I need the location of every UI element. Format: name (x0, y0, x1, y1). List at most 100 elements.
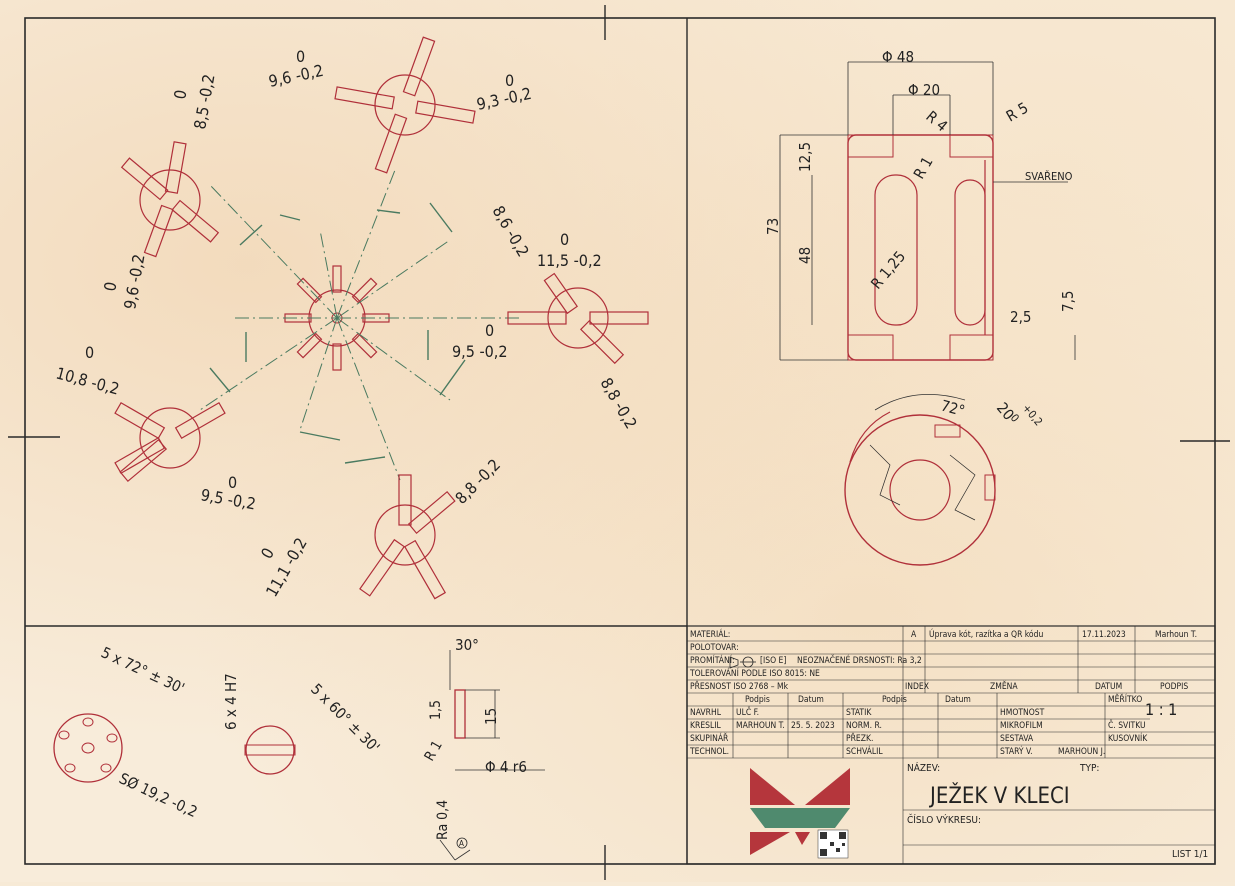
dim-12-5: 12,5 (796, 142, 814, 172)
right-label: STARÝ V. (1000, 745, 1033, 757)
roughness-default: NEOZNAČENÉ DRSNOSTI: Ra 3,2 (797, 654, 922, 666)
hedgehog-top-left (120, 141, 220, 258)
hedgehog-right (507, 272, 649, 365)
rev-description: Úprava kót, razítka a QR kódu (929, 628, 1043, 640)
role-label: KRESLIL (690, 721, 722, 731)
number-label: ČÍSLO VÝKRESU: (907, 813, 981, 826)
hedgehog-bottom (359, 474, 456, 600)
scale-label: MĚŘÍTKO (1108, 693, 1142, 705)
stock-label: POLOTOVAR: (690, 643, 739, 653)
pin-detail: 30° 15 1,5 R 1 Φ 4 r6 Ra 0,4 A (422, 636, 545, 861)
dim-ball-dia: SØ 19,2 -0,2 (116, 769, 200, 821)
roughness-symbol: Ra 0,4 (435, 800, 451, 840)
dim-label: 10,8 -0,2 (54, 364, 121, 399)
date-header: Datum (798, 695, 824, 705)
dim-label: 8,6 -0,2 (489, 203, 533, 261)
pieces-label: KUSOVNÍK (1108, 732, 1148, 744)
role-name: ULČ F. (736, 706, 759, 718)
rev-date: 17.11.2023 (1082, 630, 1126, 640)
role-date: 25. 5. 2023 (791, 721, 835, 731)
mid-label: NORM. R. (846, 721, 882, 731)
scale-value: 1 : 1 (1145, 700, 1177, 719)
projection-icon (729, 656, 756, 669)
right-label: MIKROFILM (1000, 721, 1043, 731)
sig-header-2: Podpis (882, 695, 907, 705)
dim-zero: 0 (505, 71, 514, 90)
dim-label: 11,1 -0,2 (262, 534, 311, 600)
rev-header-signature: PODPIS (1160, 682, 1188, 692)
tolerance-label: TOLEROVÁNÍ PODLE ISO 8015: NE (689, 667, 820, 679)
ball-detail-view: 5 x 72° ± 30' SØ 19,2 -0,2 (53, 643, 200, 821)
material-label: MATERIÁL: (690, 628, 730, 640)
role-name: MARHOUN T. (736, 721, 785, 731)
sheet-border (24, 17, 1216, 865)
dim-label: 11,5 -0,2 (537, 251, 602, 270)
dim-zero: 0 (100, 280, 120, 292)
dim-pin-dia: Φ 4 r6 (485, 758, 527, 776)
dim-outer-dia: Φ 48 (882, 48, 914, 66)
hedgehog-top (334, 36, 476, 174)
accuracy-label: PŘESNOST ISO 2768 – Mk (690, 681, 789, 692)
dim-inner-dia: Φ 20 (908, 81, 940, 99)
dim-72-deg: 72° (939, 396, 967, 420)
dim-zero: 0 (257, 545, 278, 562)
dim-pin-radius: R 1 (422, 738, 446, 764)
rev-header-index: INDEX (905, 682, 929, 692)
projection-value: [ISO E] (760, 656, 786, 666)
role-label: SKUPINÁŘ (690, 732, 729, 744)
mid-label: SCHVÁLIL (846, 745, 883, 757)
projection-label: PROMÍTÁNÍ: (690, 654, 735, 666)
dim-6x4: 6 x 4 H7 (222, 673, 240, 730)
dim-48: 48 (796, 247, 814, 264)
title-block: MATERIÁL: POLOTOVAR: PROMÍTÁNÍ: [ISO E] … (686, 625, 1216, 865)
dim-zero: 0 (560, 230, 569, 249)
dim-zero: 0 (170, 88, 190, 100)
right-label: HMOTNOST (1000, 708, 1045, 718)
dim-2-5: 2,5 (1010, 308, 1031, 326)
roll-label: Č. SVITKU (1108, 719, 1146, 731)
mid-label: PŘEZK. (846, 733, 873, 744)
dim-zero: 0 (296, 47, 305, 66)
drawing-title: JEŽEK V KLECI (928, 783, 1070, 809)
dim-pin-chamfer: 1,5 (428, 700, 444, 720)
old-version-name: MARHOUN J. (1058, 747, 1105, 757)
dim-label: 9,6 -0,2 (120, 253, 148, 311)
dim-7-5: 7,5 (1059, 291, 1077, 312)
dim-label: 9,6 -0,2 (267, 61, 325, 91)
rev-signature: Marhoun T. (1155, 630, 1197, 640)
hedgehog-left (114, 401, 226, 483)
sig-header: Podpis (745, 695, 770, 705)
dim-pin-angle: 30° (455, 636, 479, 654)
dim-label: 8,8 -0,2 (597, 375, 641, 433)
date-header-2: Datum (945, 695, 971, 705)
type-label: TYP: (1079, 763, 1099, 774)
right-label: SESTAVA (1000, 734, 1034, 744)
dim-r4: R 4 (922, 107, 951, 135)
dim-label: 8,8 -0,2 (451, 455, 504, 508)
dim-5x72: 5 x 72° ± 30' (98, 643, 187, 697)
dim-slot-tol: +0,2 (1020, 402, 1045, 429)
rev-header-date: DATUM (1095, 682, 1122, 692)
company-logo (750, 768, 850, 859)
dim-r1: R 1 (910, 154, 937, 182)
dim-label: 9,5 -0,2 (199, 485, 257, 513)
role-label: TECHNOL. (689, 747, 729, 757)
mid-label: STATIK (846, 708, 872, 718)
dim-73: 73 (764, 218, 782, 235)
dim-pin-len: 15 (482, 708, 500, 725)
datum-circle (456, 837, 468, 849)
dim-r5: R 5 (1003, 99, 1031, 126)
cage-section-view: Φ 48 Φ 20 R 4 R 5 R 1 SVAŘENO 12,5 73 48… (764, 48, 1077, 361)
sheet-number: LIST 1/1 (1172, 849, 1208, 860)
cage-top-view: 72° 20 +0,2 0 (844, 394, 1045, 566)
cross-section-detail: 6 x 4 H7 5 x 60° ± 30' (222, 673, 383, 775)
dim-5x60: 5 x 60° ± 30' (307, 680, 383, 756)
dim-zero: 0 (228, 473, 237, 492)
rev-header-change: ZMĚNA (990, 680, 1018, 692)
dim-zero: 0 (485, 321, 494, 340)
role-label: NAVRHL (690, 708, 722, 718)
weld-note: SVAŘENO (1025, 170, 1073, 183)
dim-label: 9,5 -0,2 (452, 342, 508, 361)
